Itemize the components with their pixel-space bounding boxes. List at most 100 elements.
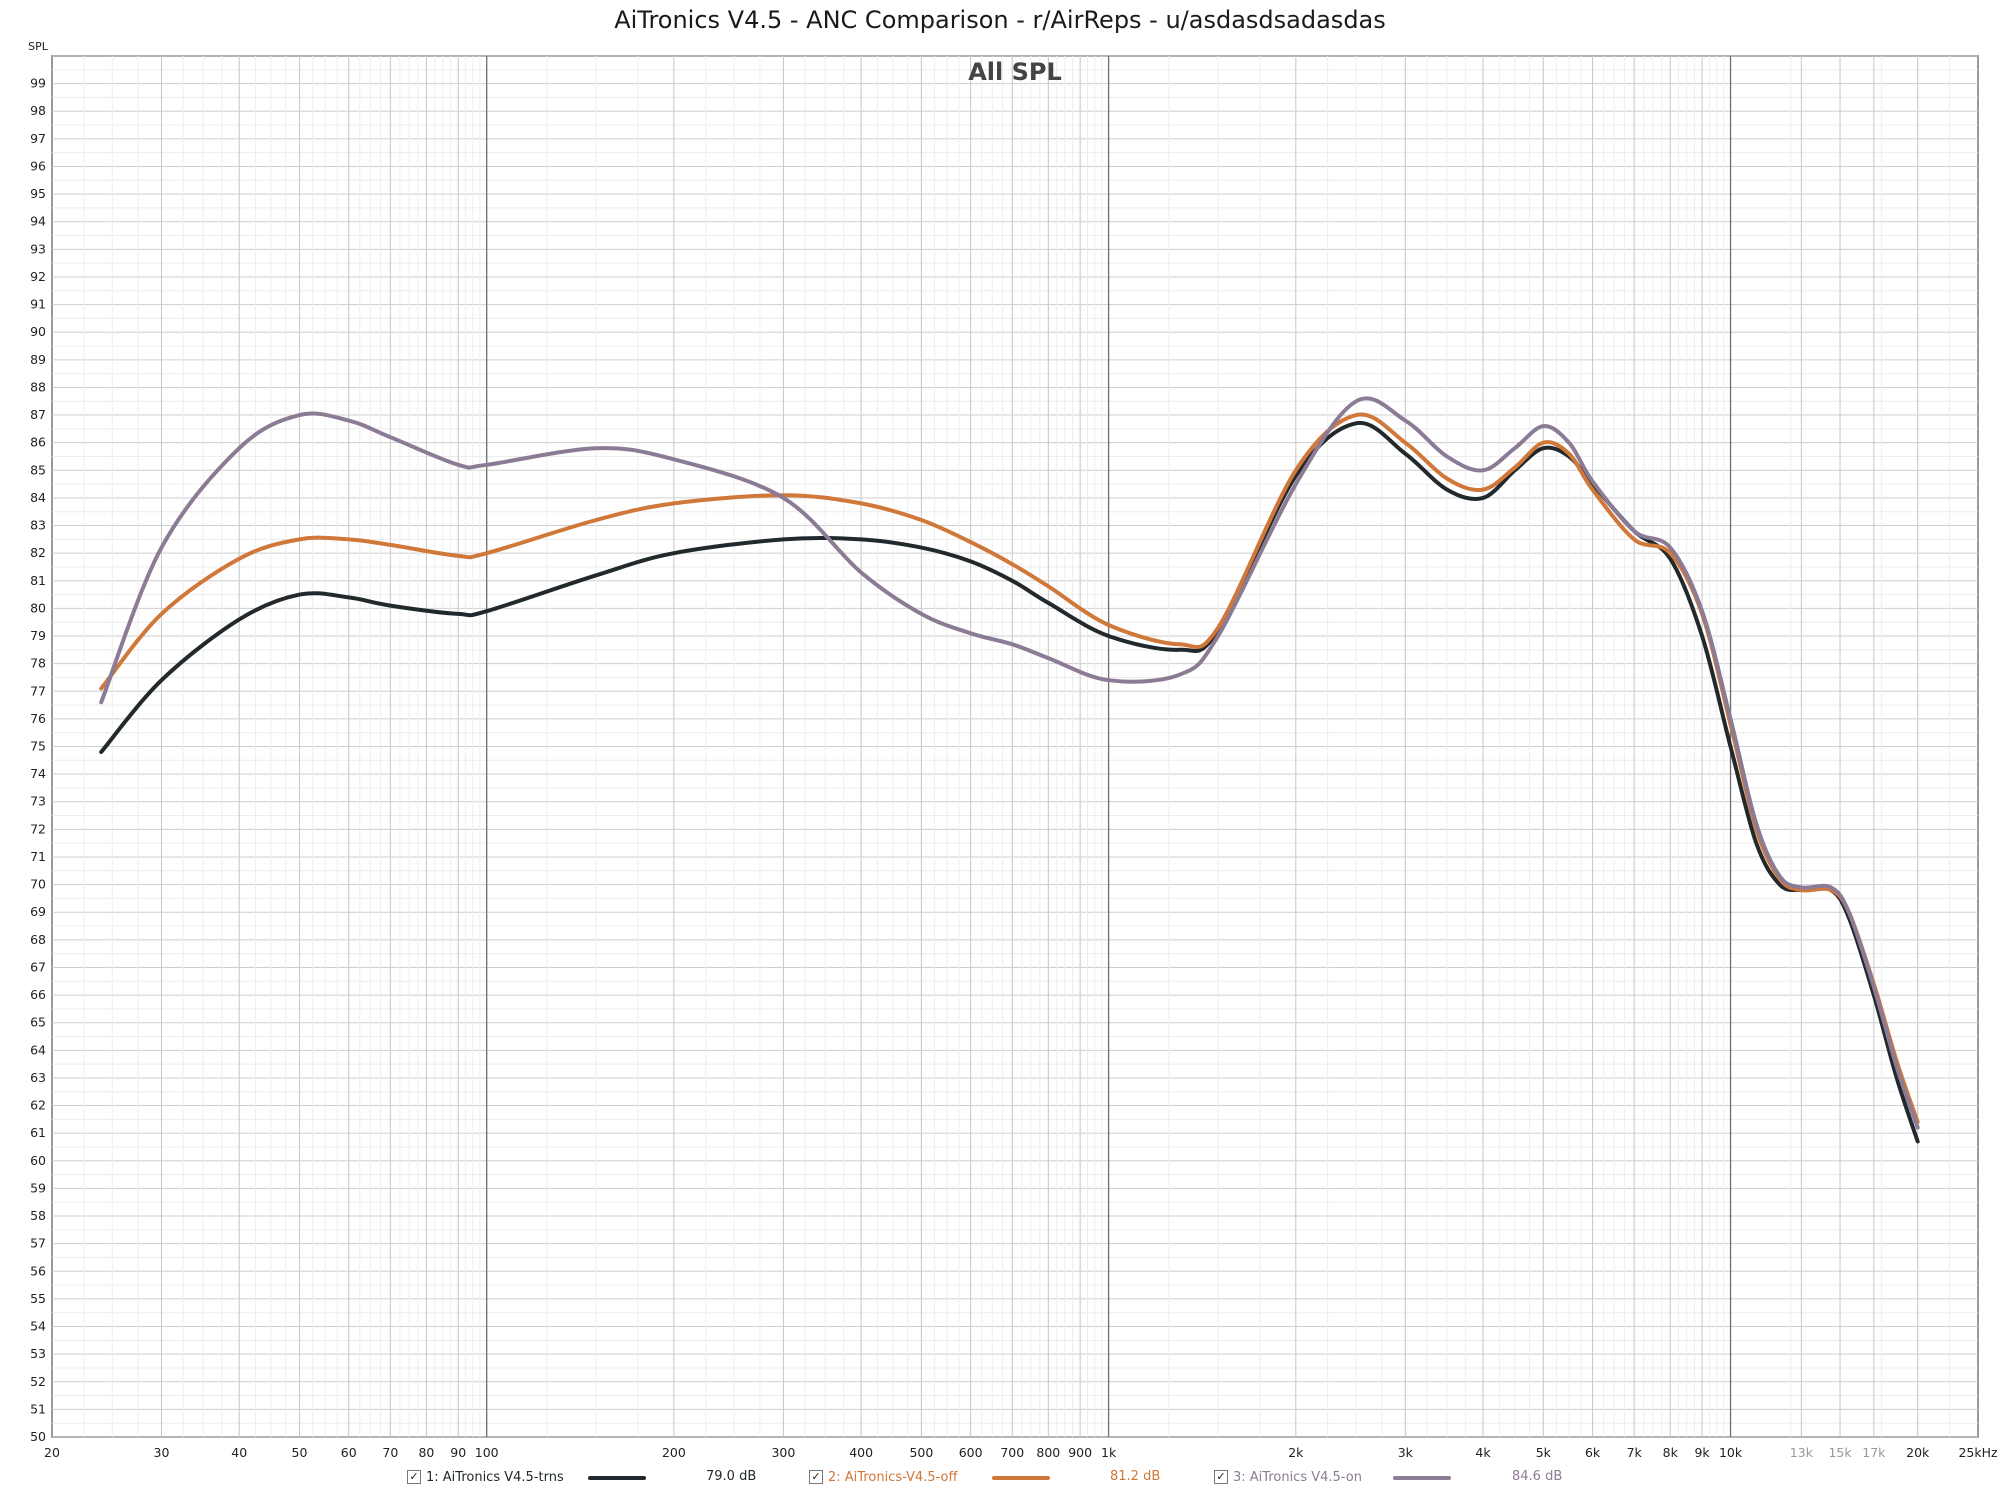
x-tick-label: 10k <box>1719 1445 1743 1460</box>
y-tick-label: 63 <box>30 1070 46 1085</box>
y-tick-label: 55 <box>30 1291 46 1306</box>
x-tick-label: 40 <box>231 1445 247 1460</box>
y-tick-label: 87 <box>30 407 46 422</box>
x-tick-label: 20k <box>1906 1445 1930 1460</box>
y-tick-label: 88 <box>30 379 46 394</box>
y-tick-label: 67 <box>30 959 46 974</box>
y-tick-label: 52 <box>30 1374 46 1389</box>
y-tick-label: 83 <box>30 518 46 533</box>
y-tick-label: 77 <box>30 683 46 698</box>
x-tick-label: 800 <box>1036 1445 1060 1460</box>
y-tick-label: 79 <box>30 628 46 643</box>
y-tick-label: 74 <box>30 766 46 781</box>
y-axis-ticks: 50 51 52 53 54 55 56 57 58 59 60 61 62 63 64 65 66 67 68 69… <box>30 76 46 1444</box>
legend-label: 1: AiTronics V4.5-trns <box>426 1469 564 1485</box>
x-tick-label: 3k <box>1398 1445 1414 1460</box>
x-tick-label: 2k <box>1288 1445 1304 1460</box>
x-tick-label: 90 <box>450 1445 466 1460</box>
legend-label: 3: AiTronics V4.5-on <box>1233 1469 1362 1485</box>
y-tick-label: 68 <box>30 932 46 947</box>
legend-label: 2: AiTronics-V4.5-off <box>828 1469 958 1485</box>
x-tick-label: 20 <box>44 1445 60 1460</box>
x-tick-label: 6k <box>1585 1445 1601 1460</box>
y-tick-label: 81 <box>30 573 46 588</box>
y-tick-label: 92 <box>30 269 46 284</box>
x-tick-label: 7k <box>1627 1445 1643 1460</box>
y-tick-label: 59 <box>30 1180 46 1195</box>
y-tick-label: 53 <box>30 1346 46 1361</box>
x-tick-label: 200 <box>662 1445 686 1460</box>
checkbox-checked-icon[interactable]: ✓ <box>809 1470 823 1484</box>
major-grid <box>161 56 1919 1437</box>
x-tick-label: 17k <box>1862 1445 1886 1460</box>
checkbox-checked-icon[interactable]: ✓ <box>1214 1470 1228 1484</box>
y-axis-unit-label: SPL <box>28 40 49 53</box>
y-tick-label: 76 <box>30 711 46 726</box>
y-tick-label: 90 <box>30 324 46 339</box>
panel-title: All SPL <box>968 58 1062 86</box>
series-line-3 <box>99 396 1920 1130</box>
x-tick-label: 700 <box>1000 1445 1024 1460</box>
y-tick-label: 89 <box>30 352 46 367</box>
y-tick-label: 50 <box>30 1429 46 1444</box>
y-tick-label: 85 <box>30 462 46 477</box>
x-tick-label: 25kHz <box>1958 1445 1998 1460</box>
y-tick-label: 60 <box>30 1153 46 1168</box>
x-tick-label: 9k <box>1694 1445 1710 1460</box>
y-tick-label: 57 <box>30 1236 46 1251</box>
series-lines <box>99 396 1920 1144</box>
x-tick-label: 13k <box>1790 1445 1814 1460</box>
x-tick-label: 100 <box>475 1445 499 1460</box>
y-tick-label: 54 <box>30 1319 46 1334</box>
x-tick-label: 8k <box>1663 1445 1679 1460</box>
x-tick-label: 50 <box>292 1445 308 1460</box>
legend-average: 81.2 dB <box>1110 1469 1161 1484</box>
x-tick-label: 80 <box>418 1445 434 1460</box>
legend-item-off[interactable]: ✓ 2: AiTronics-V4.5-off <box>809 1466 957 1488</box>
y-tick-label: 71 <box>30 849 46 864</box>
y-tick-label: 91 <box>30 297 46 312</box>
y-tick-label: 95 <box>30 186 46 201</box>
y-tick-label: 51 <box>30 1401 46 1416</box>
x-tick-label: 300 <box>771 1445 795 1460</box>
series-line-1 <box>99 421 1920 1144</box>
x-tick-label: 1k <box>1101 1445 1117 1460</box>
x-tick-label: 900 <box>1068 1445 1092 1460</box>
plot-area <box>51 55 1979 1438</box>
legend-average: 84.6 dB <box>1512 1469 1563 1484</box>
legend-swatch-trns <box>588 1476 646 1480</box>
y-tick-label: 73 <box>30 794 46 809</box>
legend-swatch-on <box>1393 1476 1451 1480</box>
y-tick-label: 94 <box>30 214 46 229</box>
legend-item-on[interactable]: ✓ 3: AiTronics V4.5-on <box>1214 1466 1362 1488</box>
checkbox-checked-icon[interactable]: ✓ <box>407 1470 421 1484</box>
y-tick-label: 80 <box>30 600 46 615</box>
x-tick-label: 70 <box>382 1445 398 1460</box>
y-tick-label: 61 <box>30 1125 46 1140</box>
x-tick-label: 5k <box>1536 1445 1552 1460</box>
y-tick-label: 66 <box>30 987 46 1002</box>
x-tick-label: 30 <box>154 1445 170 1460</box>
y-tick-label: 97 <box>30 131 46 146</box>
y-tick-label: 70 <box>30 877 46 892</box>
x-tick-label: 60 <box>341 1445 357 1460</box>
x-tick-label: 4k <box>1475 1445 1491 1460</box>
y-tick-label: 72 <box>30 821 46 836</box>
y-tick-label: 62 <box>30 1098 46 1113</box>
x-tick-label: 500 <box>909 1445 933 1460</box>
chart-title: AiTronics V4.5 - ANC Comparison - r/AirR… <box>614 6 1386 34</box>
legend-swatch-off <box>992 1476 1050 1480</box>
y-tick-label: 69 <box>30 904 46 919</box>
y-tick-label: 84 <box>30 490 46 505</box>
minor-grid <box>52 55 1978 1438</box>
x-axis-ticks: 20 30 40 50 60 70 80 90 100 200 300 400 500 600 700 800… <box>44 1445 1998 1460</box>
x-tick-label: 600 <box>959 1445 983 1460</box>
x-tick-label: 400 <box>849 1445 873 1460</box>
y-tick-label: 65 <box>30 1015 46 1030</box>
y-tick-label: 56 <box>30 1263 46 1278</box>
y-tick-label: 93 <box>30 241 46 256</box>
y-tick-label: 78 <box>30 656 46 671</box>
legend-item-trns[interactable]: ✓ 1: AiTronics V4.5-trns <box>407 1466 564 1488</box>
legend-average: 79.0 dB <box>706 1469 757 1484</box>
